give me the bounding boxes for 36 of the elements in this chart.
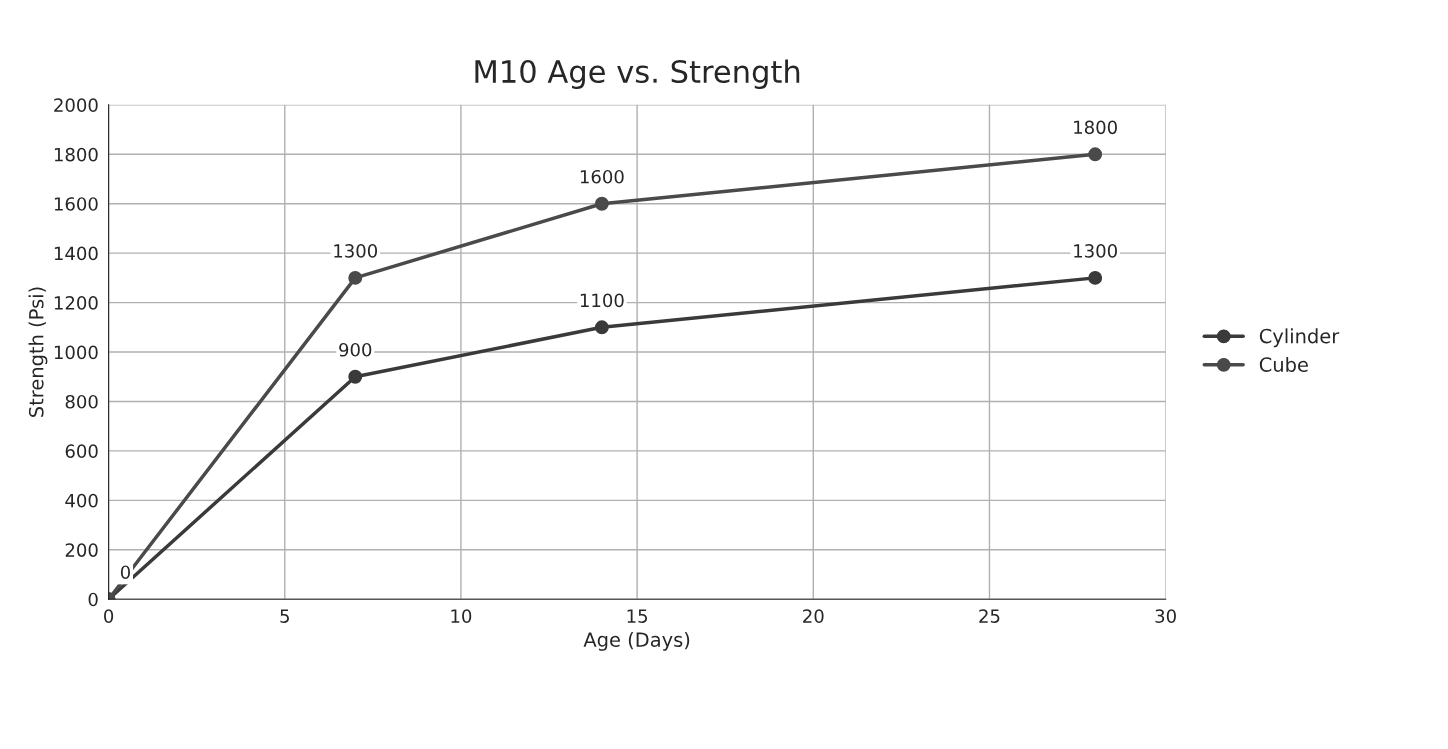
y-tick-label: 1800 [54, 147, 98, 162]
data-label: 1300 [334, 244, 378, 258]
data-label: 0 [120, 565, 130, 580]
y-tick-label: 800 [65, 394, 98, 409]
data-label: 1800 [1074, 120, 1117, 135]
x-tick-label: 0 [104, 609, 114, 623]
y-tick-label: 1200 [54, 296, 98, 310]
data-label: 900 [339, 342, 372, 357]
y-tick-label: 200 [65, 543, 98, 557]
y-tick-label: 1400 [54, 246, 98, 261]
point [594, 320, 609, 335]
y-tick-label: 400 [65, 493, 98, 508]
point [348, 270, 363, 285]
y-tick-label: 0 [88, 592, 98, 607]
point [594, 196, 609, 211]
point [348, 369, 363, 384]
y-axis-title: Strength (Psi) [28, 287, 48, 417]
data-label: 1300 [1074, 244, 1117, 258]
x-tick-label: 5 [280, 609, 289, 623]
x-tick-label: 30 [1155, 609, 1176, 623]
x-axis-title: Age (Days) [583, 631, 690, 651]
legend-label: Cylinder [1259, 328, 1340, 348]
x-tick-label: 25 [979, 609, 1000, 623]
point [1088, 270, 1103, 285]
x-tick-label: 15 [627, 609, 648, 623]
legend-label: Cube [1259, 356, 1308, 372]
y-tick-label: 600 [65, 444, 98, 459]
x-tick-label: 10 [451, 609, 472, 623]
y-tick-label: 2000 [54, 98, 98, 112]
point [1088, 147, 1103, 162]
y-tick-label: 1600 [54, 197, 98, 211]
data-label: 1600 [580, 169, 624, 184]
y-tick-label: 1000 [54, 345, 98, 360]
data-label: 1100 [580, 293, 624, 308]
chart-title: M10 Age vs. Strength [475, 59, 800, 89]
x-tick-label: 20 [803, 609, 824, 623]
